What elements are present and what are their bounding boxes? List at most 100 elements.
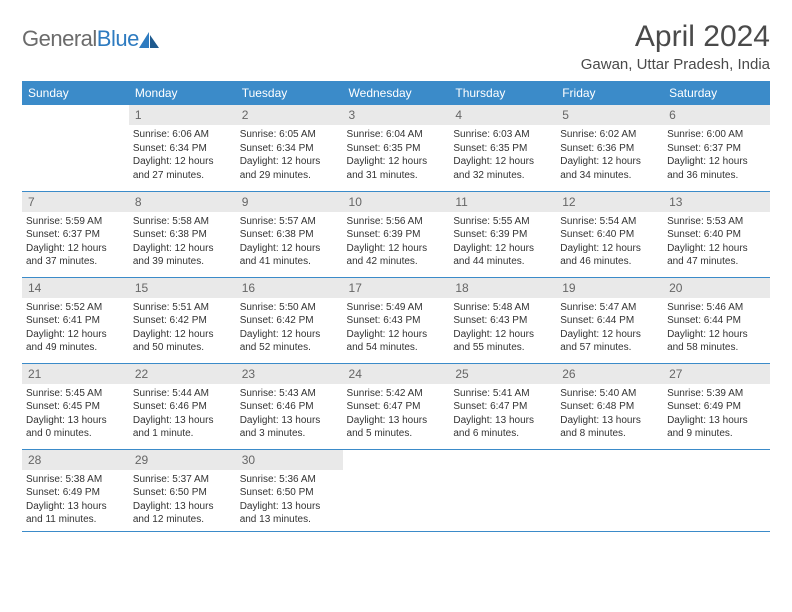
day-line-d2: and 54 minutes. (347, 341, 446, 355)
calendar-cell (663, 449, 770, 531)
day-line-ss: Sunset: 6:39 PM (347, 228, 446, 242)
calendar-cell: 21Sunrise: 5:45 AMSunset: 6:45 PMDayligh… (22, 363, 129, 449)
calendar-row: 28Sunrise: 5:38 AMSunset: 6:49 PMDayligh… (22, 449, 770, 531)
day-line-d1: Daylight: 13 hours (26, 414, 125, 428)
day-line-ss: Sunset: 6:45 PM (26, 400, 125, 414)
day-body: Sunrise: 5:48 AMSunset: 6:43 PMDaylight:… (449, 298, 556, 359)
day-line-sr: Sunrise: 6:06 AM (133, 128, 232, 142)
title-block: April 2024 Gawan, Uttar Pradesh, India (581, 20, 770, 73)
day-line-sr: Sunrise: 5:37 AM (133, 473, 232, 487)
day-body: Sunrise: 6:00 AMSunset: 6:37 PMDaylight:… (663, 125, 770, 186)
calendar-cell: 6Sunrise: 6:00 AMSunset: 6:37 PMDaylight… (663, 105, 770, 191)
day-number: 8 (129, 192, 236, 212)
day-number: 18 (449, 278, 556, 298)
day-line-ss: Sunset: 6:42 PM (240, 314, 339, 328)
day-line-ss: Sunset: 6:37 PM (667, 142, 766, 156)
day-line-d1: Daylight: 12 hours (560, 328, 659, 342)
day-line-d2: and 57 minutes. (560, 341, 659, 355)
day-line-d1: Daylight: 13 hours (347, 414, 446, 428)
day-line-d1: Daylight: 13 hours (560, 414, 659, 428)
day-line-ss: Sunset: 6:46 PM (133, 400, 232, 414)
day-body: Sunrise: 5:38 AMSunset: 6:49 PMDaylight:… (22, 470, 129, 531)
day-line-d1: Daylight: 12 hours (26, 328, 125, 342)
day-line-d2: and 46 minutes. (560, 255, 659, 269)
day-line-d2: and 8 minutes. (560, 427, 659, 441)
day-body: Sunrise: 6:05 AMSunset: 6:34 PMDaylight:… (236, 125, 343, 186)
day-line-d2: and 41 minutes. (240, 255, 339, 269)
day-line-ss: Sunset: 6:44 PM (667, 314, 766, 328)
day-line-sr: Sunrise: 5:58 AM (133, 215, 232, 229)
day-line-d2: and 27 minutes. (133, 169, 232, 183)
day-line-d2: and 9 minutes. (667, 427, 766, 441)
day-number: 4 (449, 105, 556, 125)
day-line-sr: Sunrise: 5:36 AM (240, 473, 339, 487)
day-body: Sunrise: 5:44 AMSunset: 6:46 PMDaylight:… (129, 384, 236, 445)
calendar-row: 7Sunrise: 5:59 AMSunset: 6:37 PMDaylight… (22, 191, 770, 277)
day-line-sr: Sunrise: 5:40 AM (560, 387, 659, 401)
day-line-d2: and 1 minute. (133, 427, 232, 441)
day-number: 28 (22, 450, 129, 470)
day-body: Sunrise: 5:58 AMSunset: 6:38 PMDaylight:… (129, 212, 236, 273)
calendar-cell: 17Sunrise: 5:49 AMSunset: 6:43 PMDayligh… (343, 277, 450, 363)
day-line-d2: and 12 minutes. (133, 513, 232, 527)
month-title: April 2024 (581, 20, 770, 54)
day-line-d1: Daylight: 13 hours (453, 414, 552, 428)
day-line-sr: Sunrise: 5:59 AM (26, 215, 125, 229)
day-header: Friday (556, 81, 663, 105)
calendar-cell: 14Sunrise: 5:52 AMSunset: 6:41 PMDayligh… (22, 277, 129, 363)
day-line-sr: Sunrise: 5:39 AM (667, 387, 766, 401)
day-line-sr: Sunrise: 5:42 AM (347, 387, 446, 401)
day-line-d2: and 11 minutes. (26, 513, 125, 527)
calendar-cell: 22Sunrise: 5:44 AMSunset: 6:46 PMDayligh… (129, 363, 236, 449)
day-body: Sunrise: 5:55 AMSunset: 6:39 PMDaylight:… (449, 212, 556, 273)
day-body: Sunrise: 5:41 AMSunset: 6:47 PMDaylight:… (449, 384, 556, 445)
calendar-cell: 20Sunrise: 5:46 AMSunset: 6:44 PMDayligh… (663, 277, 770, 363)
day-number: 19 (556, 278, 663, 298)
calendar-cell: 8Sunrise: 5:58 AMSunset: 6:38 PMDaylight… (129, 191, 236, 277)
day-line-sr: Sunrise: 5:56 AM (347, 215, 446, 229)
day-line-ss: Sunset: 6:42 PM (133, 314, 232, 328)
calendar-cell: 24Sunrise: 5:42 AMSunset: 6:47 PMDayligh… (343, 363, 450, 449)
day-body: Sunrise: 5:36 AMSunset: 6:50 PMDaylight:… (236, 470, 343, 531)
day-number: 17 (343, 278, 450, 298)
day-number: 2 (236, 105, 343, 125)
day-number: 6 (663, 105, 770, 125)
day-line-d1: Daylight: 13 hours (133, 414, 232, 428)
calendar-cell: 27Sunrise: 5:39 AMSunset: 6:49 PMDayligh… (663, 363, 770, 449)
calendar-cell: 10Sunrise: 5:56 AMSunset: 6:39 PMDayligh… (343, 191, 450, 277)
day-line-ss: Sunset: 6:49 PM (26, 486, 125, 500)
day-number: 30 (236, 450, 343, 470)
day-line-ss: Sunset: 6:48 PM (560, 400, 659, 414)
day-line-ss: Sunset: 6:35 PM (347, 142, 446, 156)
day-body: Sunrise: 5:45 AMSunset: 6:45 PMDaylight:… (22, 384, 129, 445)
calendar-cell (343, 449, 450, 531)
day-line-d1: Daylight: 12 hours (453, 328, 552, 342)
calendar-table: SundayMondayTuesdayWednesdayThursdayFrid… (22, 81, 770, 532)
day-body: Sunrise: 6:04 AMSunset: 6:35 PMDaylight:… (343, 125, 450, 186)
day-body: Sunrise: 5:53 AMSunset: 6:40 PMDaylight:… (663, 212, 770, 273)
day-line-sr: Sunrise: 5:50 AM (240, 301, 339, 315)
day-line-d1: Daylight: 12 hours (26, 242, 125, 256)
day-line-d2: and 6 minutes. (453, 427, 552, 441)
calendar-cell: 7Sunrise: 5:59 AMSunset: 6:37 PMDaylight… (22, 191, 129, 277)
day-number: 27 (663, 364, 770, 384)
day-line-d2: and 29 minutes. (240, 169, 339, 183)
day-line-d1: Daylight: 12 hours (133, 155, 232, 169)
day-line-ss: Sunset: 6:50 PM (240, 486, 339, 500)
day-line-ss: Sunset: 6:34 PM (240, 142, 339, 156)
day-line-sr: Sunrise: 6:00 AM (667, 128, 766, 142)
day-number: 16 (236, 278, 343, 298)
day-line-ss: Sunset: 6:49 PM (667, 400, 766, 414)
logo-sail-icon (139, 32, 159, 48)
day-line-d2: and 31 minutes. (347, 169, 446, 183)
day-body: Sunrise: 5:40 AMSunset: 6:48 PMDaylight:… (556, 384, 663, 445)
day-line-sr: Sunrise: 5:45 AM (26, 387, 125, 401)
day-number: 21 (22, 364, 129, 384)
day-line-d1: Daylight: 12 hours (560, 242, 659, 256)
day-number: 24 (343, 364, 450, 384)
day-body: Sunrise: 5:50 AMSunset: 6:42 PMDaylight:… (236, 298, 343, 359)
day-body: Sunrise: 5:51 AMSunset: 6:42 PMDaylight:… (129, 298, 236, 359)
day-line-sr: Sunrise: 5:52 AM (26, 301, 125, 315)
calendar-cell: 12Sunrise: 5:54 AMSunset: 6:40 PMDayligh… (556, 191, 663, 277)
day-body: Sunrise: 5:47 AMSunset: 6:44 PMDaylight:… (556, 298, 663, 359)
